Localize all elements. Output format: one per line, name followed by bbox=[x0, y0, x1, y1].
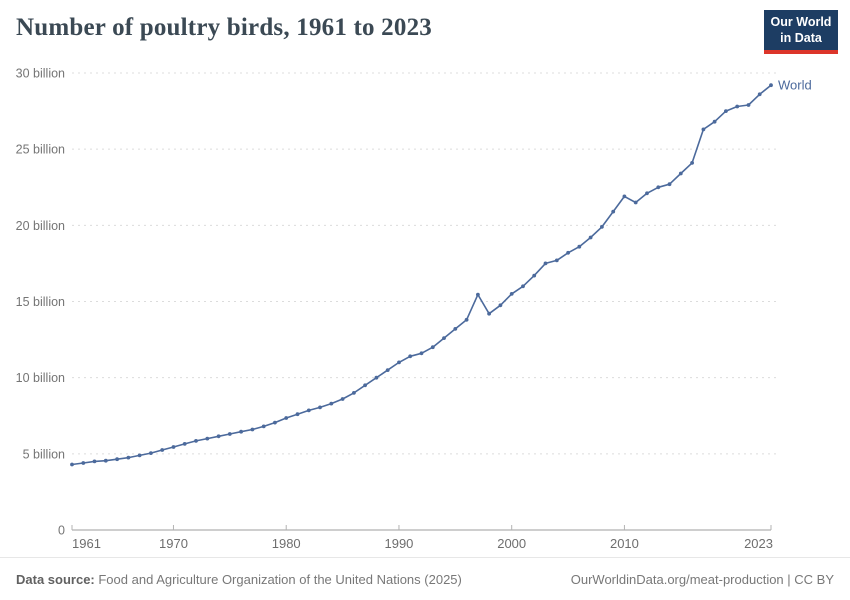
data-point[interactable] bbox=[521, 284, 525, 289]
data-point[interactable] bbox=[600, 225, 604, 229]
data-point[interactable] bbox=[340, 397, 345, 401]
owid-logo-line1: Our World bbox=[770, 15, 832, 29]
data-point[interactable] bbox=[622, 194, 627, 199]
data-point[interactable] bbox=[385, 368, 390, 372]
footer-citation-link[interactable]: OurWorldinData.org/meat-production | CC … bbox=[570, 571, 834, 587]
data-point[interactable] bbox=[577, 244, 582, 249]
data-point[interactable] bbox=[735, 104, 740, 109]
data-point[interactable] bbox=[419, 351, 424, 356]
series-end-label[interactable]: World bbox=[778, 78, 812, 93]
data-source-link[interactable]: Food and Agriculture Organization of the… bbox=[94, 571, 462, 587]
data-point[interactable] bbox=[656, 185, 661, 190]
data-point[interactable] bbox=[363, 383, 367, 388]
data-point[interactable] bbox=[769, 83, 773, 88]
data-point[interactable] bbox=[205, 436, 210, 441]
data-point[interactable] bbox=[352, 391, 356, 395]
data-point[interactable] bbox=[160, 448, 165, 452]
data-source-label: Data source: bbox=[16, 571, 95, 587]
data-point[interactable] bbox=[487, 311, 491, 316]
page-title: Number of poultry birds, 1961 to 2023 bbox=[16, 14, 432, 41]
data-point[interactable] bbox=[329, 401, 334, 406]
data-point[interactable] bbox=[690, 161, 694, 165]
data-point[interactable] bbox=[306, 408, 311, 413]
data-point[interactable] bbox=[588, 235, 593, 240]
data-point[interactable] bbox=[509, 292, 514, 296]
data-point[interactable] bbox=[430, 345, 435, 350]
trend-line[interactable] bbox=[71, 84, 772, 466]
x-axis-tick-label: 2000 bbox=[497, 536, 526, 551]
data-point[interactable] bbox=[126, 455, 131, 460]
data-point[interactable] bbox=[633, 200, 638, 205]
data-point[interactable] bbox=[92, 459, 97, 464]
data-point[interactable] bbox=[284, 416, 289, 420]
x-axis-tick-label: 1961 bbox=[72, 536, 101, 551]
data-point[interactable] bbox=[724, 109, 728, 113]
x-axis-tick-label: 1990 bbox=[384, 536, 413, 551]
x-axis-tick-label: 1980 bbox=[272, 536, 301, 551]
data-point[interactable] bbox=[171, 445, 176, 449]
chart-footer: Data source: Food and Agriculture Organi… bbox=[0, 557, 850, 600]
data-point[interactable] bbox=[498, 303, 503, 308]
data-point[interactable] bbox=[408, 354, 413, 359]
data-point[interactable] bbox=[194, 439, 198, 443]
owid-logo-line2: in Data bbox=[780, 30, 822, 45]
data-point[interactable] bbox=[182, 442, 187, 446]
data-point[interactable] bbox=[453, 327, 458, 331]
y-axis-tick-label: 5 billion bbox=[23, 447, 65, 461]
data-point[interactable] bbox=[81, 461, 86, 465]
data-point[interactable] bbox=[295, 412, 300, 417]
data-point[interactable] bbox=[149, 451, 153, 455]
y-axis-tick-label: 20 billion bbox=[16, 219, 65, 233]
data-point[interactable] bbox=[397, 360, 401, 365]
y-axis-tick-label: 0 bbox=[58, 524, 65, 538]
data-point[interactable] bbox=[70, 462, 74, 467]
data-source: Data source: Food and Agriculture Organi… bbox=[16, 572, 462, 587]
data-point[interactable] bbox=[543, 261, 548, 266]
data-point[interactable] bbox=[273, 420, 277, 425]
data-point[interactable] bbox=[678, 171, 683, 176]
x-axis-tick-label: 2023 bbox=[744, 536, 773, 551]
data-point[interactable] bbox=[374, 375, 379, 380]
data-point[interactable] bbox=[476, 292, 480, 297]
x-axis-tick-label: 2010 bbox=[610, 536, 639, 551]
data-point[interactable] bbox=[250, 427, 255, 432]
data-point[interactable] bbox=[645, 191, 649, 196]
data-point[interactable] bbox=[532, 273, 537, 278]
data-point[interactable] bbox=[611, 209, 616, 214]
y-axis-tick-label: 30 billion bbox=[16, 67, 65, 81]
data-point[interactable] bbox=[746, 103, 751, 107]
data-point[interactable] bbox=[137, 453, 142, 458]
data-point[interactable] bbox=[464, 317, 469, 322]
data-point[interactable] bbox=[757, 92, 762, 97]
data-point[interactable] bbox=[115, 457, 119, 462]
data-point[interactable] bbox=[701, 127, 706, 132]
x-axis-tick-label: 1970 bbox=[159, 536, 188, 551]
data-point[interactable] bbox=[239, 429, 244, 434]
data-point[interactable] bbox=[216, 434, 221, 439]
owid-logo[interactable]: Our World in Data bbox=[764, 10, 838, 55]
data-point[interactable] bbox=[712, 119, 717, 124]
y-axis-tick-label: 10 billion bbox=[16, 371, 65, 385]
data-point[interactable] bbox=[261, 424, 266, 429]
data-point[interactable] bbox=[103, 458, 108, 463]
data-point[interactable] bbox=[554, 258, 559, 263]
data-point[interactable] bbox=[667, 182, 672, 187]
data-point[interactable] bbox=[442, 336, 446, 340]
data-point[interactable] bbox=[318, 405, 322, 410]
data-point[interactable] bbox=[227, 432, 232, 436]
data-point[interactable] bbox=[566, 250, 570, 255]
y-axis-tick-label: 15 billion bbox=[16, 295, 65, 309]
y-axis-tick-label: 25 billion bbox=[16, 143, 65, 157]
